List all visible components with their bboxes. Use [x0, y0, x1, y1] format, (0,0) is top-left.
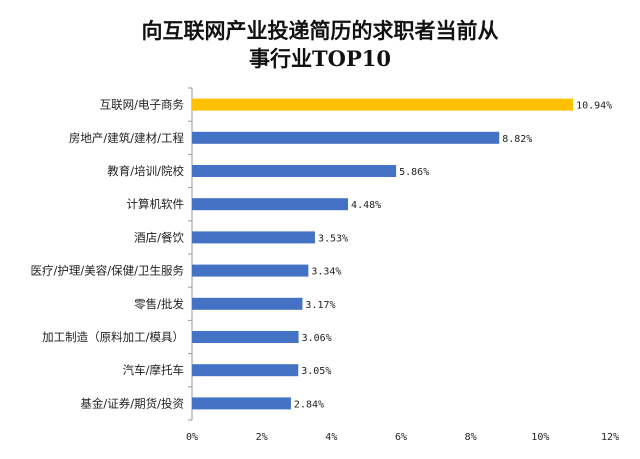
bar-3: [192, 198, 349, 211]
category-label: 医疗/护理/美容/保健/卫生服务: [31, 264, 185, 278]
value-label: 4.48%: [351, 200, 381, 211]
value-label: 2.84%: [294, 399, 324, 410]
value-label: 3.34%: [311, 267, 341, 278]
bar-2: [192, 165, 397, 177]
value-label: 10.94%: [576, 101, 612, 112]
chart-title-line-2: 事行业TOP10: [249, 46, 391, 71]
x-tick-label: 4%: [325, 432, 337, 443]
bar-5: [192, 264, 309, 277]
category-label: 计算机软件: [127, 197, 185, 211]
value-label: 8.82%: [502, 134, 532, 145]
value-label: 3.06%: [302, 333, 332, 344]
bar-6: [192, 297, 303, 310]
category-label: 零售/批发: [134, 297, 184, 311]
x-tick-label: 2%: [256, 432, 268, 443]
value-label: 3.53%: [318, 233, 348, 244]
x-tick-label: 6%: [395, 432, 407, 443]
bar-1: [192, 131, 500, 144]
category-label: 加工制造（原料加工/模具）: [42, 330, 184, 344]
x-tick-label: 10%: [531, 432, 549, 443]
value-label: 3.17%: [305, 300, 335, 311]
x-tick-label: 8%: [465, 432, 477, 443]
category-label: 汽车/摩托车: [123, 363, 184, 377]
bar-8: [192, 364, 299, 377]
bar-0: [192, 98, 574, 111]
bar-7: [192, 331, 299, 343]
category-label: 酒店/餐饮: [134, 230, 184, 244]
x-tick-label: 12%: [601, 432, 619, 443]
bar-4: [192, 231, 315, 244]
value-label: 5.86%: [399, 167, 429, 178]
x-tick-label: 0%: [186, 432, 198, 443]
category-label: 互联网/电子商务: [100, 98, 185, 112]
value-label: 3.05%: [301, 366, 331, 377]
category-label: 教育/培训/院校: [107, 164, 184, 178]
category-label: 基金/证券/期货/投资: [80, 396, 184, 410]
category-label: 房地产/建筑/建材/工程: [69, 131, 185, 145]
chart-title-line-1: 向互联网产业投递简历的求职者当前从: [141, 18, 499, 43]
bar-9: [192, 397, 291, 410]
